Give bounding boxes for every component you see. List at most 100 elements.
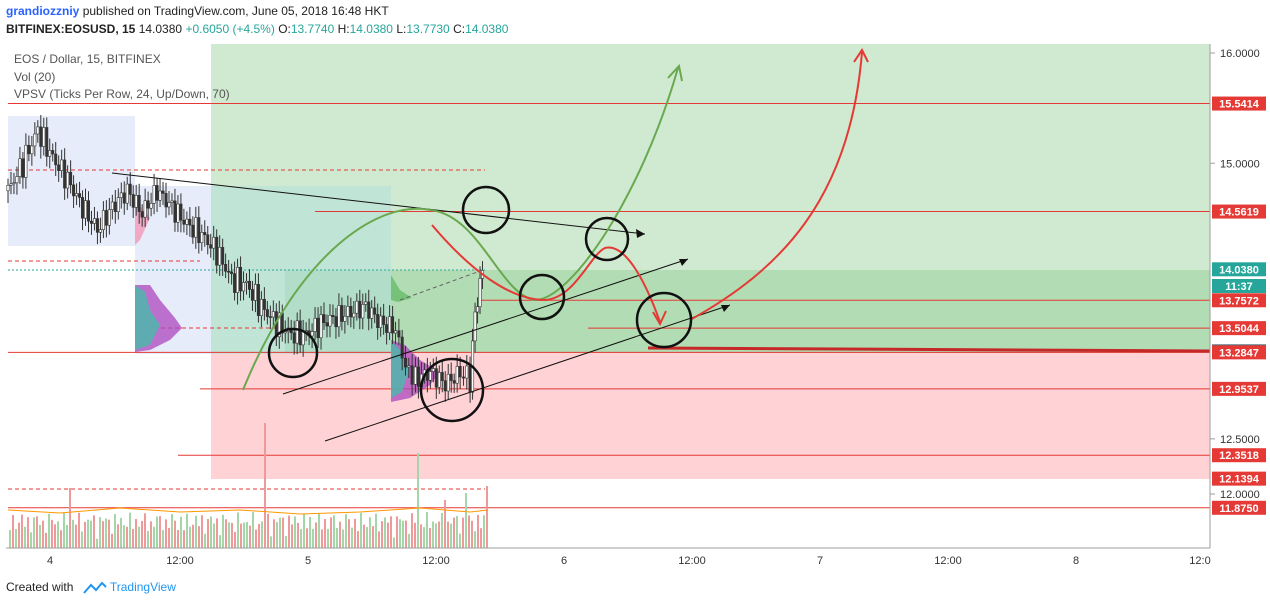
trendline-descending bbox=[111, 172, 646, 235]
volume-bar bbox=[108, 519, 110, 548]
candle bbox=[337, 293, 341, 337]
volume-bar bbox=[45, 532, 47, 548]
price-tag-text: 15.5414 bbox=[1219, 99, 1260, 111]
volume-bar bbox=[327, 528, 329, 548]
candle bbox=[200, 224, 204, 251]
volume-bar bbox=[195, 515, 197, 548]
candle bbox=[86, 191, 90, 233]
volume-bar bbox=[375, 513, 377, 548]
volume-bar bbox=[321, 529, 323, 548]
volume-bar bbox=[381, 521, 383, 548]
y-tick-label: 16.0000 bbox=[1220, 48, 1260, 60]
volume-bar bbox=[165, 519, 167, 548]
volume-bar bbox=[141, 520, 143, 548]
volume-bar bbox=[222, 514, 224, 548]
volume-bar bbox=[231, 522, 233, 548]
volume-bar bbox=[129, 512, 131, 548]
candle bbox=[125, 176, 129, 211]
tradingview-brand-link[interactable]: TradingView bbox=[109, 580, 176, 594]
volume-bar bbox=[198, 526, 200, 548]
volume-bar bbox=[390, 516, 392, 548]
candle bbox=[233, 261, 237, 301]
volume-bar bbox=[408, 533, 410, 548]
volume-bar bbox=[450, 523, 452, 548]
volume-bar bbox=[135, 518, 137, 548]
candle bbox=[161, 181, 165, 206]
x-tick-label: 7 bbox=[817, 555, 823, 567]
candle bbox=[364, 293, 368, 312]
candle bbox=[346, 295, 350, 326]
volume-bar bbox=[462, 517, 464, 548]
publish-info: grandiozzniy published on TradingView.co… bbox=[6, 4, 389, 18]
candle bbox=[33, 122, 37, 157]
volume-bar bbox=[36, 516, 38, 548]
volume-bar bbox=[387, 522, 389, 548]
trendline-arrowhead-1 bbox=[636, 229, 645, 238]
candle bbox=[236, 258, 240, 305]
candle bbox=[473, 302, 477, 353]
candle bbox=[413, 357, 417, 393]
x-tick-label: 5 bbox=[305, 555, 311, 567]
candle bbox=[376, 303, 380, 340]
tradingview-logo-icon[interactable] bbox=[82, 581, 107, 595]
candle bbox=[98, 217, 102, 243]
candle bbox=[403, 346, 407, 376]
candle bbox=[262, 287, 266, 321]
volume-bar bbox=[240, 523, 242, 548]
high-label: H: bbox=[337, 22, 350, 36]
legend-volume: Vol (20) bbox=[14, 70, 55, 84]
volume-bar bbox=[42, 520, 44, 548]
candle bbox=[78, 181, 82, 208]
candle bbox=[452, 373, 456, 393]
volume-bar bbox=[342, 529, 344, 548]
volume-bar bbox=[174, 520, 176, 548]
volume-bar bbox=[294, 516, 296, 548]
author-link[interactable]: grandiozzniy bbox=[6, 4, 80, 18]
candle bbox=[325, 314, 329, 338]
volume-bar bbox=[453, 517, 455, 548]
y-tick-label: 12.5000 bbox=[1220, 434, 1260, 446]
x-tick-label: 12:00 bbox=[166, 555, 194, 567]
candle bbox=[265, 301, 269, 325]
price-tag-11.8750: 11.8750 bbox=[1212, 500, 1266, 515]
volume-bar bbox=[24, 526, 26, 548]
volume-bar bbox=[300, 528, 302, 548]
volume-bar bbox=[252, 512, 254, 548]
volume-bar bbox=[360, 512, 362, 548]
volume-bar bbox=[468, 515, 470, 548]
volume-bar bbox=[438, 521, 440, 548]
candle bbox=[170, 193, 174, 215]
candle bbox=[292, 320, 296, 355]
price-tag-text: 14.5619 bbox=[1219, 207, 1259, 219]
volume-bar bbox=[471, 520, 473, 548]
x-tick-label: 12:00 bbox=[422, 555, 450, 567]
circle-6 bbox=[419, 357, 485, 423]
candle bbox=[277, 300, 281, 349]
candle bbox=[6, 178, 10, 203]
candle bbox=[476, 297, 480, 324]
candle bbox=[259, 291, 263, 328]
volume-bar bbox=[306, 528, 308, 548]
candle bbox=[295, 312, 299, 355]
price-axis-ticks: 16.0000 15.0000 12.5000 12.0000 bbox=[1210, 48, 1260, 501]
candle bbox=[51, 143, 55, 162]
volume-bar bbox=[225, 519, 227, 548]
candle bbox=[24, 133, 28, 189]
created-with-text: Created with bbox=[6, 580, 74, 594]
candle bbox=[349, 297, 353, 328]
volume-bar bbox=[204, 533, 206, 548]
volume-bar bbox=[150, 521, 152, 548]
candle bbox=[250, 280, 254, 311]
volume-bar bbox=[399, 519, 401, 548]
price-chart[interactable]: 16.0000 15.0000 12.5000 12.0000 15.5414 14.5… bbox=[0, 40, 1270, 575]
volume-bar bbox=[273, 519, 275, 548]
volume-bar bbox=[426, 512, 428, 548]
candle bbox=[143, 188, 147, 227]
open-value: 13.7740 bbox=[290, 22, 335, 36]
volume-bar bbox=[369, 517, 371, 548]
volume-bar bbox=[81, 531, 83, 548]
candle bbox=[461, 366, 465, 386]
y-tick-label: 15.0000 bbox=[1220, 158, 1260, 170]
x-tick-label: 12:00 bbox=[934, 555, 962, 567]
volume-bar bbox=[282, 517, 284, 548]
